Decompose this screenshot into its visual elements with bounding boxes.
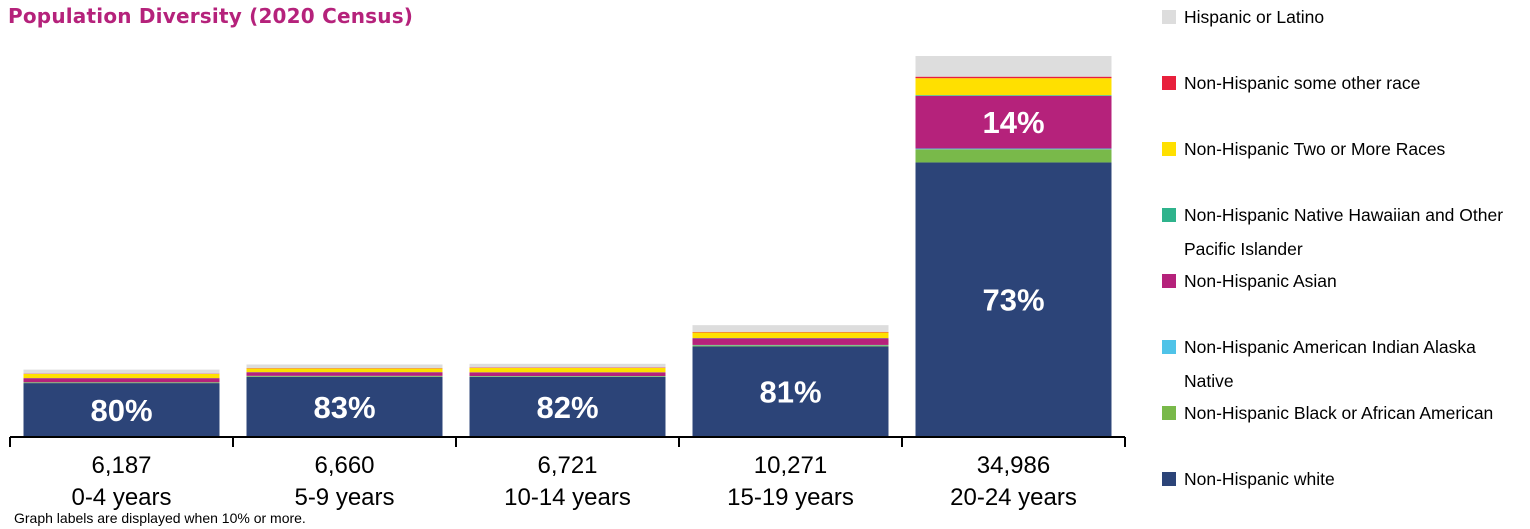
legend-label: Non-Hispanic Native Hawaiian and Other P… (1184, 205, 1504, 259)
bar-segment-7-2 (469, 363, 666, 368)
legend-swatch (1162, 10, 1176, 24)
bar-total-label: 6,721 (537, 452, 597, 479)
legend-label: Non-Hispanic white (1184, 469, 1335, 489)
bar-segment-5-2 (469, 367, 666, 373)
bar-segment-6-4 (915, 76, 1112, 79)
legend-label: Non-Hispanic Asian (1184, 271, 1337, 291)
legend-swatch (1162, 208, 1176, 222)
bar-segment-1-4 (915, 149, 1112, 163)
data-label: 80% (90, 393, 152, 428)
bar-segment-1-1 (246, 376, 443, 377)
legend-label: Non-Hispanic Black or African American (1184, 403, 1494, 423)
data-label: 14% (982, 105, 1044, 140)
data-label: 73% (982, 283, 1044, 318)
legend-swatch (1162, 406, 1176, 420)
bar-segment-7-1 (246, 364, 443, 369)
chart-title: Population Diversity (2020 Census) (8, 4, 414, 28)
bar-total-label: 6,187 (91, 452, 151, 479)
bar-segment-0-0 (23, 383, 220, 437)
bar-segment-7-3 (692, 325, 889, 332)
bar-total-label: 34,986 (977, 452, 1050, 479)
bar-segment-5-1 (246, 368, 443, 373)
bar-segment-3-3 (692, 338, 889, 345)
bar-segment-0-2 (469, 376, 666, 437)
bar-segment-3-1 (246, 372, 443, 376)
legend-swatch (1162, 142, 1176, 156)
bar-segment-5-0 (23, 374, 220, 379)
bar-segment-1-0 (23, 382, 220, 384)
bar-segment-0-4 (915, 162, 1112, 438)
bar-segment-2-4 (915, 148, 1112, 150)
stacked-bar-chart: 80% 6,187 0-4 years 83% 6,660 5-9 years 82% 6,7… (9, 56, 1126, 511)
bar-segment-3-2 (469, 372, 666, 377)
x-tick-label: 15-19 years (727, 484, 854, 511)
bar-segment-5-3 (692, 332, 889, 339)
bar-segment-3-0 (23, 378, 220, 383)
chart-footnote: Graph labels are displayed when 10% or m… (14, 510, 306, 526)
legend-label: Non-Hispanic some other race (1184, 73, 1421, 93)
bar-segment-7-4 (915, 56, 1112, 77)
bar-segment-3-4 (915, 95, 1112, 149)
bar-segment-6-3 (692, 331, 889, 333)
legend-swatch (1162, 76, 1176, 90)
legend-label: Non-Hispanic Two or More Races (1184, 139, 1446, 159)
bar-segment-1-3 (692, 345, 889, 347)
x-tick-label: 20-24 years (950, 484, 1077, 511)
data-label: 83% (313, 390, 375, 425)
bar-segment-0-1 (246, 376, 443, 437)
bar-total-label: 6,660 (314, 452, 374, 479)
x-tick-label: 5-9 years (294, 484, 394, 511)
legend-label: Non-Hispanic American Indian Alaska Nati… (1184, 337, 1476, 391)
x-tick-label: 0-4 years (71, 484, 171, 511)
legend-swatch (1162, 274, 1176, 288)
legend-swatch (1162, 340, 1176, 354)
bar-segment-1-2 (469, 376, 666, 377)
bar-segment-7-0 (23, 369, 220, 374)
data-label: 82% (536, 390, 598, 425)
bar-segment-0-3 (692, 346, 889, 437)
bar-segment-4-4 (915, 95, 1112, 96)
data-label: 81% (759, 375, 821, 410)
legend-swatch (1162, 472, 1176, 486)
legend-label: Hispanic or Latino (1184, 7, 1325, 27)
bar-total-label: 10,271 (754, 452, 827, 479)
bar-segment-5-4 (915, 78, 1112, 96)
x-tick-label: 10-14 years (504, 484, 631, 511)
